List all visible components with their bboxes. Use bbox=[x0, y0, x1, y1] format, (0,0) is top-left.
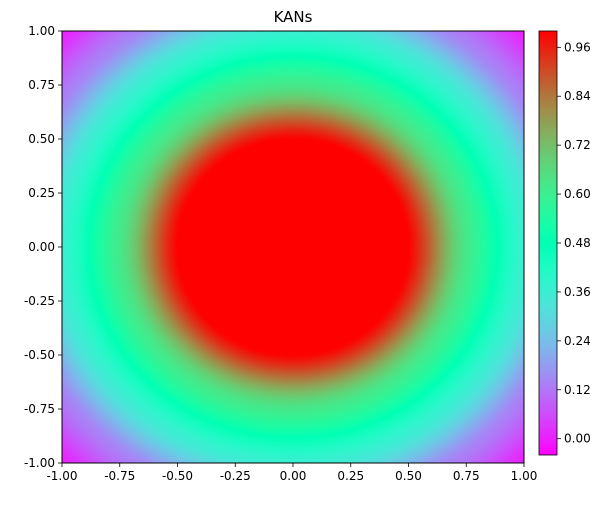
colorbar-tick-label: 0.00 bbox=[564, 432, 591, 446]
x-tick-label: 0.75 bbox=[453, 469, 480, 483]
x-tick-label: 1.00 bbox=[511, 469, 538, 483]
y-tick-label: 0.75 bbox=[28, 78, 55, 92]
y-tick-label: 0.25 bbox=[28, 186, 55, 200]
y-tick-label: -1.00 bbox=[24, 456, 55, 470]
chart-title: KANs bbox=[274, 8, 313, 26]
colorbar-tick-label: 0.72 bbox=[564, 138, 591, 152]
colorbar-tick-label: 0.48 bbox=[564, 236, 591, 250]
x-tick-label: 0.50 bbox=[395, 469, 422, 483]
x-tick-label: -0.75 bbox=[104, 469, 135, 483]
colorbar-tick-label: 0.96 bbox=[564, 40, 591, 54]
y-tick-label: -0.75 bbox=[24, 402, 55, 416]
x-tick-label: 0.00 bbox=[280, 469, 307, 483]
colorbar-tick-label: 0.12 bbox=[564, 383, 591, 397]
colorbar-tick-label: 0.24 bbox=[564, 334, 591, 348]
y-tick-label: 1.00 bbox=[28, 24, 55, 38]
x-tick-label: -0.50 bbox=[162, 469, 193, 483]
y-tick-label: -0.25 bbox=[24, 294, 55, 308]
x-tick-label: 0.25 bbox=[337, 469, 364, 483]
colorbar-tick-label: 0.84 bbox=[564, 89, 591, 103]
x-tick-label: -1.00 bbox=[46, 469, 77, 483]
heatmap-field bbox=[62, 31, 524, 463]
colorbar-tick-label: 0.36 bbox=[564, 285, 591, 299]
y-tick-label: 0.00 bbox=[28, 240, 55, 254]
y-axis: -1.00 -0.75 -0.50 -0.25 0.00 0.25 0.50 0.75 1.00 bbox=[24, 24, 62, 470]
colorbar-tick-label: 0.60 bbox=[564, 187, 591, 201]
colorbar-axis: 0.00 0.12 0.24 0.36 0.48 0.60 0.72 0.84 0.96 bbox=[557, 40, 591, 446]
x-axis: -1.00 -0.75 -0.50 -0.25 0.00 0.25 0.50 0.75 1.00 bbox=[46, 463, 537, 483]
y-tick-label: 0.50 bbox=[28, 132, 55, 146]
x-tick-label: -0.25 bbox=[220, 469, 251, 483]
colorbar bbox=[538, 30, 558, 456]
y-tick-label: -0.50 bbox=[24, 348, 55, 362]
